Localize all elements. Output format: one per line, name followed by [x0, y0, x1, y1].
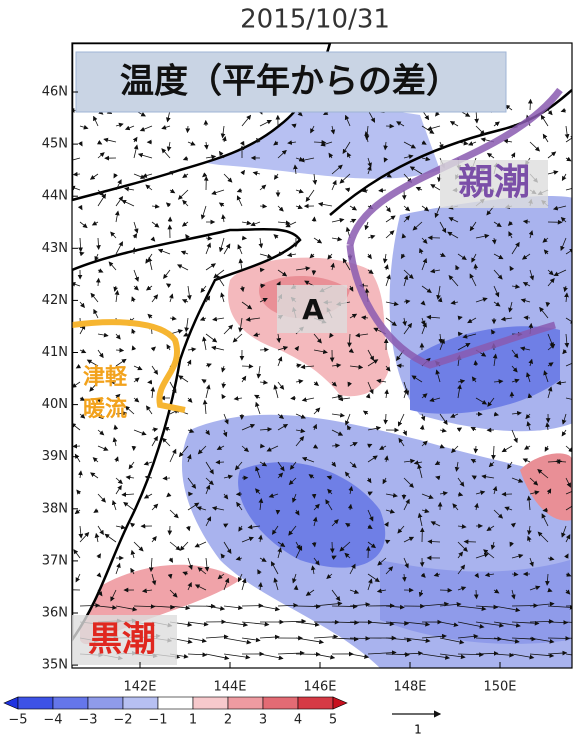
lon-label: 148E — [393, 680, 426, 695]
colorbar-label: 1 — [189, 713, 197, 728]
colorbar-segment — [88, 697, 123, 709]
current-vector — [332, 542, 333, 553]
kuroshio-label: 黒潮 — [88, 620, 156, 660]
colorbar-segment — [158, 697, 193, 709]
colorbar-segment — [123, 697, 158, 709]
colorbar-label: −5 — [8, 713, 27, 728]
lat-label: 36N — [42, 606, 68, 621]
lat-label: 40N — [42, 397, 68, 412]
current-vector — [116, 350, 123, 351]
oyashio-label: 親潮 — [458, 162, 530, 203]
colorbar-label: 2 — [224, 713, 232, 728]
lat-label: 45N — [42, 137, 68, 152]
lon-label: 146E — [303, 680, 336, 695]
current-vector — [476, 590, 477, 599]
lat-label: 41N — [42, 345, 68, 360]
tsugaru-label: 津軽 — [83, 364, 128, 390]
current-vector — [187, 126, 188, 132]
colorbar-segment — [193, 697, 228, 709]
title: 2015/10/31 — [240, 5, 390, 35]
lat-label: 42N — [42, 293, 68, 308]
colorbar-label: −4 — [43, 713, 62, 728]
colorbar-label: −1 — [148, 713, 167, 728]
colorbar-segment — [298, 697, 333, 709]
current-vector — [440, 590, 452, 591]
lon-label: 144E — [213, 680, 246, 695]
lon-label: 142E — [123, 680, 156, 695]
colorbar-label: 4 — [294, 713, 302, 728]
colorbar-segment — [53, 697, 88, 709]
vector-scale-label: 1 — [414, 723, 422, 737]
current-vector — [291, 398, 296, 399]
colorbar-segment — [18, 697, 53, 709]
lat-label: 37N — [42, 553, 68, 568]
current-vector — [260, 269, 264, 270]
colorbar-segment — [228, 697, 263, 709]
current-vector — [260, 206, 266, 207]
current-vector — [530, 99, 531, 110]
heading: 温度（平年からの差） — [120, 62, 460, 102]
lon-label: 150E — [483, 680, 516, 695]
lat-label: 35N — [42, 658, 68, 673]
colorbar-label: 5 — [329, 713, 337, 728]
current-vector — [163, 478, 170, 479]
colorbar-label: 3 — [259, 713, 267, 728]
lat-label: 43N — [42, 241, 68, 256]
colorbar-label: −3 — [78, 713, 97, 728]
current-vector — [73, 446, 80, 447]
current-vector — [385, 414, 386, 424]
lat-label: 44N — [42, 189, 68, 204]
lat-label: 38N — [42, 501, 68, 516]
colorbar-label: −2 — [113, 713, 132, 728]
colorbar-segment — [263, 697, 298, 709]
colorbar-end — [333, 697, 347, 709]
lat-label: 46N — [42, 85, 68, 100]
tsugaru-label: 暖流 — [83, 396, 127, 422]
point-label: A — [302, 293, 324, 326]
lat-label: 39N — [42, 449, 68, 464]
colorbar-end — [4, 697, 18, 709]
map-field — [66, 43, 581, 668]
